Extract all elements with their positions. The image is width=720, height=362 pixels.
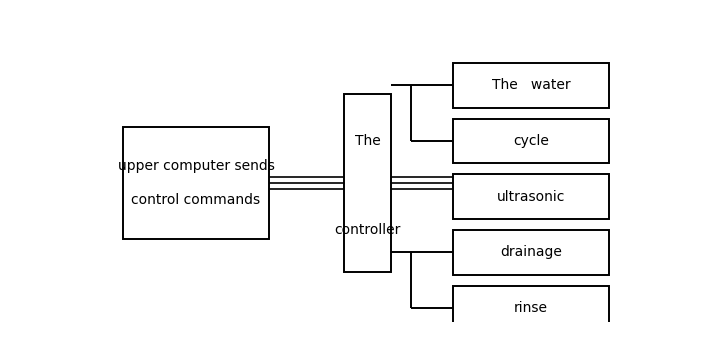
Text: cycle: cycle (513, 134, 549, 148)
Text: drainage: drainage (500, 245, 562, 260)
Text: control commands: control commands (132, 193, 261, 207)
Text: rinse: rinse (514, 301, 548, 315)
FancyBboxPatch shape (453, 63, 609, 108)
FancyBboxPatch shape (124, 127, 269, 239)
Text: The   water: The water (492, 78, 570, 92)
FancyBboxPatch shape (453, 119, 609, 163)
FancyBboxPatch shape (453, 286, 609, 331)
FancyBboxPatch shape (344, 94, 392, 272)
FancyBboxPatch shape (453, 230, 609, 275)
Text: ultrasonic: ultrasonic (497, 190, 565, 204)
Text: controller: controller (334, 223, 401, 237)
FancyBboxPatch shape (453, 174, 609, 219)
Text: upper computer sends: upper computer sends (117, 159, 274, 173)
Text: The: The (355, 134, 380, 148)
